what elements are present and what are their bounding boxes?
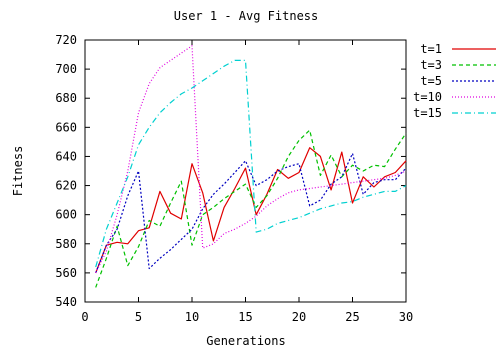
x-tick-label: 30 [399,310,413,324]
legend-label: t=10 [413,90,442,104]
plot-frame [84,39,407,303]
legend-label: t=3 [420,58,442,72]
x-tick-label: 20 [292,310,306,324]
y-tick-label: 640 [55,149,77,163]
y-tick-label: 720 [55,33,77,47]
series-line-t3 [95,129,407,288]
x-tick-label: 10 [185,310,199,324]
x-tick-label: 15 [238,310,252,324]
y-tick-label: 560 [55,266,77,280]
x-tick-label: 5 [135,310,142,324]
legend: t=1 t=3 t=5 t=10 t=15 [413,42,496,120]
series-line-t10 [95,45,407,274]
y-axis-label: Fitness [11,146,25,197]
y-tick-label: 680 [55,91,77,105]
x-axis-label: Generations [206,334,285,348]
x-axis: 0 5 10 15 20 25 30 [81,40,413,324]
series-line-t1 [95,147,407,274]
y-axis: 540 560 580 600 620 640 660 680 700 720 [55,33,406,309]
y-tick-label: 660 [55,120,77,134]
y-tick-label: 540 [55,295,77,309]
y-tick-label: 620 [55,179,77,193]
chart-title: User 1 - Avg Fitness [174,9,319,23]
series-layer [95,45,407,288]
series-line-t5 [95,152,407,274]
y-tick-label: 580 [55,237,77,251]
legend-label: t=1 [420,42,442,56]
legend-label: t=5 [420,74,442,88]
x-tick-label: 0 [81,310,88,324]
series-line-t15 [95,59,407,268]
legend-label: t=15 [413,106,442,120]
y-tick-label: 700 [55,62,77,76]
y-tick-label: 600 [55,208,77,222]
x-tick-label: 25 [345,310,359,324]
